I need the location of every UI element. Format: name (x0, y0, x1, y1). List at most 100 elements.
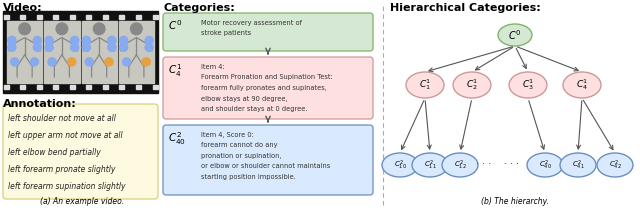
Circle shape (142, 58, 150, 66)
Text: $C^1_4$: $C^1_4$ (576, 78, 588, 92)
Text: Annotation:: Annotation: (3, 99, 77, 109)
Text: starting position impossible.: starting position impossible. (201, 174, 296, 180)
Circle shape (83, 43, 90, 51)
Bar (120, 15, 124, 19)
Circle shape (56, 23, 68, 35)
Text: or elbow or shoulder cannot maintains: or elbow or shoulder cannot maintains (201, 164, 330, 170)
FancyBboxPatch shape (163, 125, 373, 195)
Bar (70, 85, 75, 89)
Text: (a) An example video.: (a) An example video. (40, 197, 124, 206)
Circle shape (45, 43, 53, 51)
Circle shape (145, 43, 153, 51)
FancyBboxPatch shape (163, 13, 373, 51)
Text: and shoulder stays at 0 degree.: and shoulder stays at 0 degree. (201, 106, 307, 112)
Bar (81, 21, 116, 83)
Ellipse shape (453, 72, 491, 98)
Circle shape (108, 36, 116, 45)
Bar (7, 21, 42, 83)
Circle shape (48, 58, 56, 66)
Circle shape (145, 36, 153, 45)
Text: $C^2_{40}$: $C^2_{40}$ (168, 130, 186, 147)
Text: left forearm pronate slightly: left forearm pronate slightly (8, 165, 115, 174)
Circle shape (8, 36, 16, 45)
Circle shape (105, 58, 113, 66)
Bar (86, 85, 92, 89)
Bar (3, 11, 158, 93)
Text: left forearm supination slightly: left forearm supination slightly (8, 182, 125, 191)
Circle shape (120, 43, 127, 51)
Text: $C^2_{12}$: $C^2_{12}$ (454, 158, 467, 172)
Circle shape (45, 36, 53, 45)
Circle shape (93, 23, 105, 35)
Text: $C^1_1$: $C^1_1$ (419, 78, 431, 92)
Bar (136, 15, 141, 19)
Text: $C^1_3$: $C^1_3$ (522, 78, 534, 92)
Circle shape (70, 43, 79, 51)
Bar (3, 85, 8, 89)
Text: left shoulder not move at all: left shoulder not move at all (8, 114, 116, 123)
Text: stroke patients: stroke patients (201, 30, 251, 36)
Circle shape (19, 23, 31, 35)
Ellipse shape (406, 72, 444, 98)
Circle shape (8, 43, 16, 51)
Bar (20, 85, 25, 89)
Text: $C^2_{42}$: $C^2_{42}$ (609, 158, 621, 172)
Bar (70, 15, 75, 19)
Bar (36, 85, 42, 89)
Ellipse shape (597, 153, 633, 177)
Ellipse shape (563, 72, 601, 98)
Text: left elbow bend partially: left elbow bend partially (8, 148, 100, 157)
Text: left upper arm not move at all: left upper arm not move at all (8, 131, 123, 140)
Text: $C^0$: $C^0$ (508, 28, 522, 42)
Circle shape (122, 58, 131, 66)
Bar (152, 15, 157, 19)
Text: forearm cannot do any: forearm cannot do any (201, 142, 278, 148)
Bar (20, 15, 25, 19)
Text: Item 4:: Item 4: (201, 64, 225, 70)
Bar (119, 21, 154, 83)
Ellipse shape (412, 153, 448, 177)
Text: Categories:: Categories: (163, 3, 235, 13)
Circle shape (70, 36, 79, 45)
Ellipse shape (509, 72, 547, 98)
Ellipse shape (498, 24, 532, 46)
Circle shape (11, 58, 19, 66)
Circle shape (33, 36, 42, 45)
Bar (136, 85, 141, 89)
Text: $C^1_4$: $C^1_4$ (168, 62, 182, 79)
Circle shape (131, 23, 142, 35)
Bar (53, 85, 58, 89)
Bar (3, 15, 8, 19)
Ellipse shape (560, 153, 596, 177)
Circle shape (120, 36, 127, 45)
Bar (120, 85, 124, 89)
Text: Forearm Pronation and Supination Test:: Forearm Pronation and Supination Test: (201, 75, 333, 81)
Ellipse shape (442, 153, 478, 177)
Text: Video:: Video: (3, 3, 43, 13)
Bar (152, 85, 157, 89)
Text: $C^2_{40}$: $C^2_{40}$ (539, 158, 552, 172)
Bar (44, 21, 79, 83)
Text: Motor recovery assessment of: Motor recovery assessment of (201, 20, 302, 26)
Text: (b) The hierarchy.: (b) The hierarchy. (481, 197, 549, 206)
Ellipse shape (527, 153, 563, 177)
Text: elbow stays at 90 degree,: elbow stays at 90 degree, (201, 95, 287, 102)
Text: Item 4, Score 0:: Item 4, Score 0: (201, 132, 254, 138)
Circle shape (85, 58, 93, 66)
Circle shape (31, 58, 38, 66)
FancyBboxPatch shape (3, 104, 158, 199)
FancyBboxPatch shape (163, 57, 373, 119)
Text: $C^1_2$: $C^1_2$ (466, 78, 478, 92)
Circle shape (83, 36, 90, 45)
Text: Hierarchical Categories:: Hierarchical Categories: (390, 3, 541, 13)
Bar (36, 15, 42, 19)
Circle shape (68, 58, 76, 66)
Text: $C^0$: $C^0$ (168, 18, 182, 32)
Text: pronation or supination,: pronation or supination, (201, 153, 282, 159)
Text: forearm fully pronates and supinates,: forearm fully pronates and supinates, (201, 85, 327, 91)
Text: $C^2_{41}$: $C^2_{41}$ (572, 158, 584, 172)
Ellipse shape (382, 153, 418, 177)
Bar (103, 15, 108, 19)
Circle shape (108, 43, 116, 51)
Circle shape (33, 43, 42, 51)
